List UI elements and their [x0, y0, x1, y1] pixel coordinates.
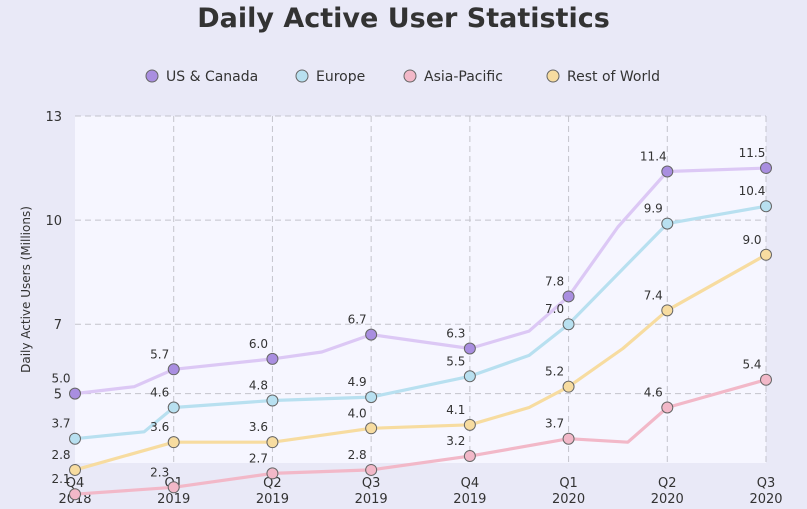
- data-label: 4.6: [644, 385, 663, 399]
- legend-marker: [295, 69, 309, 83]
- y-axis-label: Daily Active Users (Millions): [19, 206, 33, 373]
- data-point: [661, 217, 674, 230]
- data-label: 9.0: [742, 233, 761, 247]
- data-point: [661, 304, 674, 317]
- data-label: 2.8: [51, 448, 70, 462]
- x-tick-label: Q2: [658, 476, 677, 491]
- series-line: [73, 204, 768, 441]
- data-point: [365, 328, 378, 341]
- data-point: [365, 391, 378, 404]
- data-point: [562, 290, 575, 303]
- data-label: 2.1: [51, 472, 70, 486]
- y-tick-label: 5: [54, 388, 62, 403]
- data-label: 6.3: [446, 326, 465, 340]
- data-label: 9.9: [644, 202, 663, 216]
- legend-label: Rest of World: [567, 69, 660, 85]
- data-label: 11.4: [640, 150, 667, 164]
- data-point: [167, 363, 180, 376]
- data-point: [661, 165, 674, 178]
- data-point: [562, 380, 575, 393]
- x-tick-label: Q4: [66, 476, 85, 491]
- data-point: [463, 418, 476, 431]
- y-tick-label: 13: [45, 110, 62, 125]
- data-label: 5.0: [51, 372, 70, 386]
- data-point: [463, 370, 476, 383]
- data-point: [760, 162, 772, 175]
- data-point: [69, 432, 81, 445]
- data-label: 5.5: [446, 354, 465, 368]
- data-point: [167, 401, 180, 414]
- data-label: 4.9: [348, 375, 367, 389]
- x-tick-label: 2019: [355, 492, 388, 507]
- y-tick-label: 10: [45, 214, 62, 229]
- data-point: [661, 401, 674, 414]
- data-label: 2.8: [348, 448, 367, 462]
- x-tick-label: 2019: [157, 492, 190, 507]
- data-point: [266, 352, 279, 365]
- data-label: 6.7: [348, 313, 367, 327]
- data-point: [266, 467, 279, 480]
- data-label: 3.2: [446, 434, 465, 448]
- legend-label: Asia-Pacific: [424, 69, 503, 85]
- data-label: 3.7: [51, 417, 70, 431]
- data-label: 5.2: [545, 365, 564, 379]
- data-point: [69, 387, 81, 400]
- series-line: [73, 166, 768, 396]
- data-point: [266, 436, 279, 449]
- data-label: 7.8: [545, 274, 564, 288]
- data-label: 4.1: [446, 403, 465, 417]
- data-label: 2.3: [150, 465, 169, 479]
- x-tick-label: 2020: [552, 492, 585, 507]
- legend-marker: [403, 69, 417, 83]
- data-point: [463, 342, 476, 355]
- data-label: 4.8: [249, 379, 268, 393]
- x-tick-label: Q4: [461, 476, 480, 491]
- data-point: [69, 463, 81, 476]
- data-label: 2.7: [249, 451, 268, 465]
- x-tick-label: 2019: [256, 492, 289, 507]
- legend-label: US & Canada: [166, 69, 258, 85]
- x-tick-label: Q3: [362, 476, 381, 491]
- data-point: [562, 432, 575, 445]
- series-line: [73, 253, 768, 472]
- x-tick-label: Q1: [559, 476, 578, 491]
- data-point: [69, 488, 81, 501]
- x-tick-label: 2019: [453, 492, 486, 507]
- data-label: 3.6: [150, 420, 169, 434]
- chart-title: Daily Active User Statistics: [197, 3, 610, 34]
- legend-marker: [145, 69, 159, 83]
- data-label: 11.5: [739, 146, 766, 160]
- data-point: [167, 436, 180, 449]
- data-label: 4.0: [348, 406, 367, 420]
- data-label: 5.4: [742, 358, 761, 372]
- data-label: 5.7: [150, 347, 169, 361]
- data-point: [562, 318, 575, 331]
- data-label: 3.7: [545, 417, 564, 431]
- data-label: 3.6: [249, 420, 268, 434]
- x-tick-label: Q3: [757, 476, 776, 491]
- legend-label: Europe: [316, 69, 365, 85]
- x-tick-label: Q2: [263, 476, 282, 491]
- data-label: 6.0: [249, 337, 268, 351]
- data-point: [760, 248, 772, 261]
- data-label: 4.6: [150, 385, 169, 399]
- data-label: 10.4: [739, 184, 766, 198]
- x-tick-label: 2020: [749, 492, 782, 507]
- data-label: 7.0: [545, 302, 564, 316]
- data-point: [365, 422, 378, 435]
- data-point: [463, 450, 476, 463]
- y-tick-label: 7: [54, 318, 62, 333]
- data-point: [760, 200, 772, 213]
- x-tick-label: 2020: [651, 492, 684, 507]
- data-point: [760, 373, 772, 386]
- data-label: 7.4: [644, 288, 663, 302]
- data-point: [167, 481, 180, 494]
- data-point: [365, 463, 378, 476]
- legend-marker: [546, 69, 560, 83]
- data-point: [266, 394, 279, 407]
